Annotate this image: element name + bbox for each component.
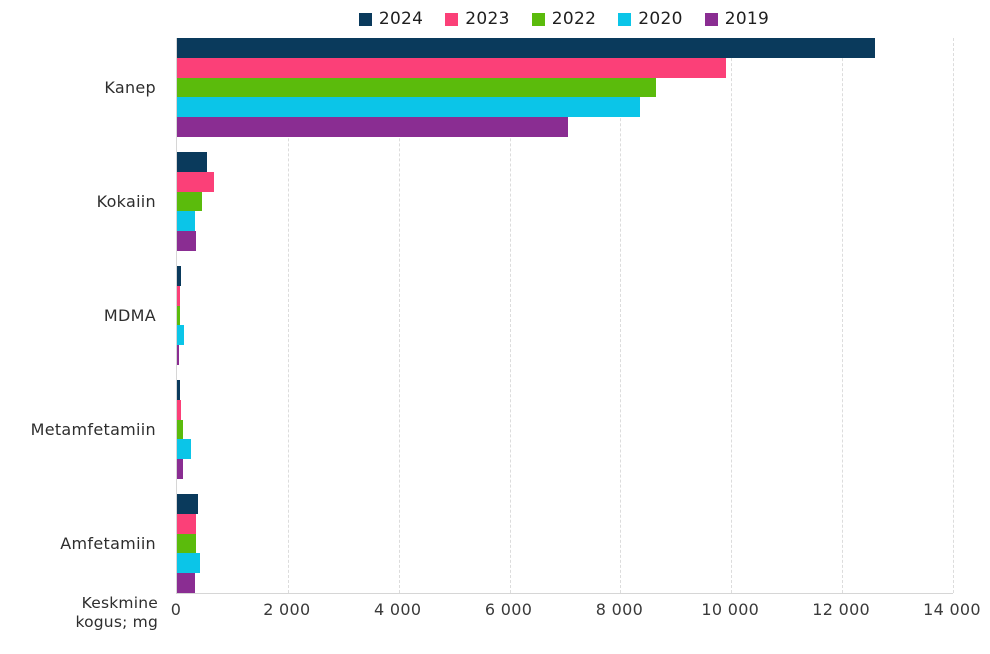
- gridline-2000: [287, 38, 289, 593]
- x-tick-label-14000: 14 000: [923, 600, 981, 619]
- bar-group-amfetamiin: [177, 494, 953, 593]
- bar-amfetamiin-2023[interactable]: [177, 513, 197, 534]
- x-tick-label-4000: 4 000: [374, 600, 422, 619]
- legend-swatch-2020: [618, 12, 632, 26]
- legend-item-2020[interactable]: 2020: [618, 9, 682, 29]
- legend: 2024 2023 2022 2020 2019: [176, 7, 952, 31]
- bar-metamfetamiin-2020[interactable]: [177, 439, 192, 460]
- legend-swatch-2019: [704, 12, 718, 26]
- legend-label-2020: 2020: [638, 9, 683, 29]
- bar-group-kokaiin: [177, 152, 953, 251]
- gridline-8000: [620, 38, 622, 593]
- legend-item-2023[interactable]: 2023: [445, 9, 509, 29]
- gridline-6000: [509, 38, 511, 593]
- legend-swatch-2023: [445, 12, 459, 26]
- legend-item-2024[interactable]: 2024: [358, 9, 424, 29]
- x-axis-title-line1: Keskmine: [81, 594, 158, 612]
- x-axis-title-line2: kogus; mg: [75, 613, 158, 631]
- legend-item-2022[interactable]: 2022: [531, 9, 597, 29]
- bar-kokaiin-2022[interactable]: [177, 191, 203, 212]
- legend-label-2019: 2019: [724, 9, 770, 29]
- bar-mdma-2020[interactable]: [177, 325, 184, 346]
- x-tick-label-6000: 6 000: [484, 600, 533, 619]
- x-tick-label-10000: 10 000: [701, 600, 760, 619]
- bar-amfetamiin-2024[interactable]: [177, 494, 198, 514]
- legend-label-2024: 2024: [378, 9, 424, 29]
- category-label-kanep: Kanep: [104, 78, 156, 97]
- bar-kanep-2020[interactable]: [177, 97, 640, 118]
- x-tick-label-8000: 8 000: [595, 600, 644, 619]
- bar-kokaiin-2019[interactable]: [177, 231, 196, 251]
- category-label-metamfetamiin: Metamfetamiin: [30, 420, 156, 439]
- gridline-10000: [731, 38, 733, 593]
- category-label-amfetamiin: Amfetamiin: [60, 534, 156, 553]
- bar-kanep-2019[interactable]: [177, 117, 568, 137]
- bar-mdma-2019[interactable]: [177, 345, 180, 365]
- x-axis-title: Keskmine kogus; mg: [0, 594, 166, 632]
- category-label-mdma: MDMA: [103, 306, 156, 325]
- bar-kokaiin-2024[interactable]: [177, 152, 208, 172]
- bar-amfetamiin-2020[interactable]: [177, 553, 200, 574]
- x-tick-label-0: 0: [170, 600, 182, 619]
- plot-area: [176, 38, 954, 594]
- category-label-kokaiin: Kokaiin: [96, 192, 156, 211]
- gridline-12000: [842, 38, 844, 593]
- bar-group-mdma: [177, 266, 953, 365]
- x-axis-ticks: 0 2 000 4 000 6 000 8 000 10 000 12 000 14 000: [171, 600, 981, 622]
- bar-amfetamiin-2019[interactable]: [177, 573, 195, 593]
- legend-label-2022: 2022: [551, 9, 597, 29]
- gridline-4000: [398, 38, 400, 593]
- legend-swatch-2024: [358, 12, 372, 26]
- bar-kokaiin-2020[interactable]: [177, 211, 195, 232]
- bar-mdma-2024[interactable]: [177, 266, 181, 286]
- bar-kokaiin-2023[interactable]: [177, 171, 215, 192]
- bar-kanep-2022[interactable]: [177, 77, 657, 98]
- bar-metamfetamiin-2022[interactable]: [177, 419, 184, 440]
- x-tick-label-2000: 2 000: [263, 600, 311, 619]
- bar-metamfetamiin-2024[interactable]: [177, 380, 181, 400]
- bar-group-kanep: [177, 38, 953, 137]
- bar-kanep-2024[interactable]: [177, 38, 876, 58]
- legend-swatch-2022: [531, 12, 545, 26]
- bar-kanep-2023[interactable]: [177, 57, 726, 78]
- bar-metamfetamiin-2023[interactable]: [177, 399, 181, 420]
- legend-label-2023: 2023: [465, 9, 510, 29]
- x-tick-label-12000: 12 000: [812, 600, 871, 619]
- bar-metamfetamiin-2019[interactable]: [177, 459, 183, 479]
- bar-amfetamiin-2022[interactable]: [177, 533, 197, 554]
- bar-mdma-2023[interactable]: [177, 285, 181, 306]
- legend-item-2019[interactable]: 2019: [704, 9, 770, 29]
- bar-group-metamfetamiin: [177, 380, 953, 479]
- gridline-14000: [953, 38, 954, 593]
- bar-mdma-2022[interactable]: [177, 305, 181, 326]
